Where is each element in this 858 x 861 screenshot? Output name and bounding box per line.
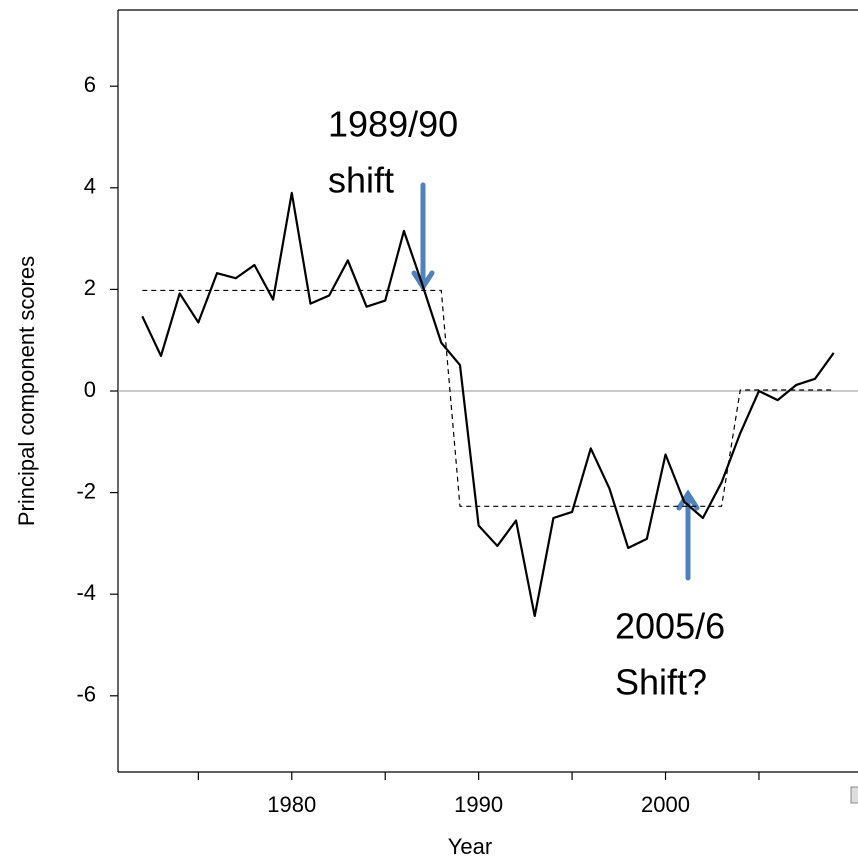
x-tick-label: 1980 bbox=[267, 792, 316, 817]
y-tick-label: 6 bbox=[84, 72, 96, 97]
y-axis-label: Principal component scores bbox=[14, 256, 39, 526]
y-tick-label: -2 bbox=[76, 478, 96, 503]
annotation: 2005/6 bbox=[615, 606, 725, 647]
x-tick-label: 2000 bbox=[641, 792, 690, 817]
data-line bbox=[141, 191, 835, 618]
y-tick-label: 0 bbox=[84, 377, 96, 402]
arrow bbox=[676, 489, 700, 581]
step-line bbox=[142, 289, 834, 507]
legend-fragment bbox=[850, 786, 858, 804]
arrow bbox=[411, 182, 435, 292]
x-axis-label: Year bbox=[448, 834, 492, 859]
annotation: 1989/90 bbox=[328, 104, 458, 145]
annotation: Shift? bbox=[615, 662, 707, 703]
y-tick-label: 2 bbox=[84, 275, 96, 300]
y-tick-label: -6 bbox=[76, 682, 96, 707]
x-tick-label: 1990 bbox=[454, 792, 503, 817]
y-tick-label: 4 bbox=[84, 174, 96, 199]
y-tick-label: -4 bbox=[76, 580, 96, 605]
annotation: shift bbox=[328, 160, 394, 201]
